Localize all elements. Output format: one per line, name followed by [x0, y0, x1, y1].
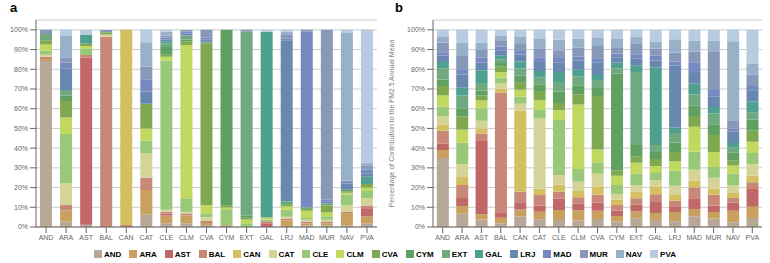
html-text:CVA: CVA	[381, 249, 398, 259]
svg-text:90%: 90%	[411, 46, 425, 53]
svg-text:10%: 10%	[411, 204, 425, 211]
svg-text:PVA: PVA	[360, 234, 374, 241]
svg-text:Percentage of Contribution to: Percentage of Contribution to the PM2.5 …	[388, 40, 396, 208]
html-text:a: a	[10, 0, 18, 15]
svg-text:CLM: CLM	[571, 234, 586, 241]
svg-text:MUR: MUR	[319, 234, 335, 241]
svg-text:GAL: GAL	[649, 234, 663, 241]
svg-text:70%: 70%	[14, 85, 28, 92]
svg-text:30%: 30%	[14, 164, 28, 171]
svg-text:MAD: MAD	[686, 234, 702, 241]
svg-text:60%: 60%	[14, 105, 28, 112]
svg-text:EXT: EXT	[240, 234, 254, 241]
svg-text:NAV: NAV	[340, 234, 354, 241]
html-text:CLE: CLE	[312, 249, 329, 259]
svg-text:0%: 0%	[18, 223, 28, 230]
svg-text:50%: 50%	[411, 125, 425, 132]
svg-text:20%: 20%	[411, 184, 425, 191]
svg-text:CLE: CLE	[160, 234, 174, 241]
svg-text:100%: 100%	[407, 26, 425, 33]
svg-text:CLM: CLM	[179, 234, 194, 241]
svg-text:CYM: CYM	[609, 234, 625, 241]
html-text:CAN: CAN	[243, 249, 261, 259]
html-text:MAD: MAD	[553, 249, 572, 259]
svg-text:90%: 90%	[14, 46, 28, 53]
svg-text:20%: 20%	[14, 184, 28, 191]
html-text:EXT: EXT	[451, 249, 468, 259]
svg-text:LRJ: LRJ	[669, 234, 681, 241]
svg-text:AND: AND	[435, 234, 450, 241]
svg-text:CVA: CVA	[200, 234, 214, 241]
svg-text:NAV: NAV	[726, 234, 740, 241]
html-text:AST: AST	[174, 249, 191, 259]
html-text:ARA: ARA	[139, 249, 157, 259]
svg-text:40%: 40%	[411, 145, 425, 152]
svg-text:CLE: CLE	[552, 234, 566, 241]
svg-text:80%: 80%	[14, 66, 28, 73]
svg-text:CAN: CAN	[513, 234, 528, 241]
svg-text:AST: AST	[475, 234, 489, 241]
html-text:BAL: BAL	[208, 249, 226, 259]
html-text:CLM: CLM	[346, 249, 364, 259]
svg-text:LRJ: LRJ	[281, 234, 293, 241]
svg-text:80%: 80%	[411, 66, 425, 73]
html-text:NAV: NAV	[625, 249, 643, 259]
svg-text:30%: 30%	[411, 164, 425, 171]
svg-text:100%: 100%	[10, 26, 28, 33]
svg-text:BAL: BAL	[100, 234, 113, 241]
svg-text:CAT: CAT	[140, 234, 154, 241]
svg-text:40%: 40%	[14, 145, 28, 152]
svg-text:CVA: CVA	[591, 234, 605, 241]
html-text:MUR: MUR	[589, 249, 608, 259]
html-text:GAL: GAL	[485, 249, 503, 259]
html-text:PVA: PVA	[660, 249, 676, 259]
svg-text:MUR: MUR	[706, 234, 722, 241]
html-text:AND: AND	[104, 249, 122, 259]
html-text:LRJ: LRJ	[520, 249, 536, 259]
html-text:b: b	[395, 0, 403, 15]
svg-text:0%: 0%	[415, 223, 425, 230]
svg-text:ARA: ARA	[455, 234, 470, 241]
svg-text:50%: 50%	[14, 125, 28, 132]
html-text:CYM: CYM	[416, 249, 434, 259]
svg-text:10%: 10%	[14, 204, 28, 211]
svg-text:BAL: BAL	[494, 234, 507, 241]
svg-text:CAN: CAN	[119, 234, 134, 241]
svg-text:70%: 70%	[411, 85, 425, 92]
svg-text:CAT: CAT	[533, 234, 547, 241]
svg-text:MAD: MAD	[299, 234, 315, 241]
svg-text:EXT: EXT	[629, 234, 643, 241]
svg-text:CYM: CYM	[219, 234, 235, 241]
svg-text:AST: AST	[79, 234, 93, 241]
svg-text:AND: AND	[39, 234, 54, 241]
svg-text:ARA: ARA	[59, 234, 74, 241]
html-text:CAT: CAT	[278, 249, 295, 259]
svg-text:PVA: PVA	[746, 234, 760, 241]
svg-text:60%: 60%	[411, 105, 425, 112]
svg-text:GAL: GAL	[260, 234, 274, 241]
